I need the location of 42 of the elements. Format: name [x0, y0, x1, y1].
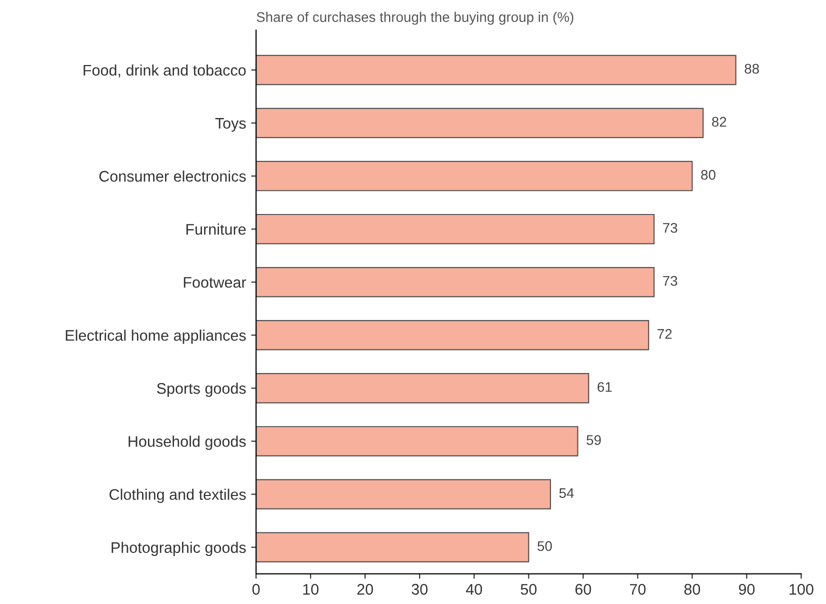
x-tick-label: 20 — [357, 584, 373, 595]
x-tick-label: 90 — [738, 584, 755, 595]
data-label: 72 — [658, 329, 672, 339]
x-tick-label: 100 — [790, 584, 814, 595]
bar — [256, 426, 578, 456]
y-tick-label: Clothing and textiles — [110, 488, 246, 503]
bar — [256, 214, 655, 244]
chart-title: Share of curchases through the buying group in (%) — [256, 12, 574, 25]
y-tick-label: Photographic goods — [112, 542, 246, 556]
bar — [256, 532, 530, 562]
x-tick-label: 50 — [520, 584, 537, 595]
data-label: 73 — [663, 222, 678, 233]
x-tick-label: 70 — [630, 584, 646, 595]
y-tick-label: Toys — [215, 118, 246, 132]
y-tick-label: Consumer electronics — [99, 170, 246, 182]
y-tick-label: Footwear — [184, 277, 246, 288]
bar — [256, 160, 693, 192]
bar — [256, 373, 590, 404]
data-label: 82 — [712, 116, 726, 127]
y-tick-label: Electrical home appliances — [66, 330, 246, 344]
x-tick-label: 40 — [466, 584, 482, 595]
bar — [256, 108, 704, 138]
data-label: 80 — [701, 170, 716, 180]
y-tick-label: Sports goods — [157, 382, 246, 397]
data-label: 59 — [586, 435, 601, 445]
bar — [256, 479, 551, 510]
x-tick-label: 60 — [575, 584, 592, 595]
y-tick-label: Food, drink and tobacco — [84, 64, 246, 78]
x-tick-label: 0 — [252, 584, 260, 595]
data-label: 73 — [663, 276, 678, 286]
x-tick-label: 30 — [412, 584, 428, 595]
y-tick-label: Furniture — [186, 224, 246, 235]
bar — [256, 320, 650, 350]
x-tick-label: 80 — [684, 584, 700, 595]
data-label: 50 — [538, 541, 552, 552]
bar — [256, 266, 655, 298]
y-tick-label: Household goods — [128, 436, 246, 450]
data-label: 54 — [559, 488, 574, 498]
bar — [256, 54, 736, 86]
data-label: 88 — [744, 64, 759, 74]
x-tick-label: 10 — [303, 584, 318, 595]
data-label: 61 — [598, 382, 612, 392]
